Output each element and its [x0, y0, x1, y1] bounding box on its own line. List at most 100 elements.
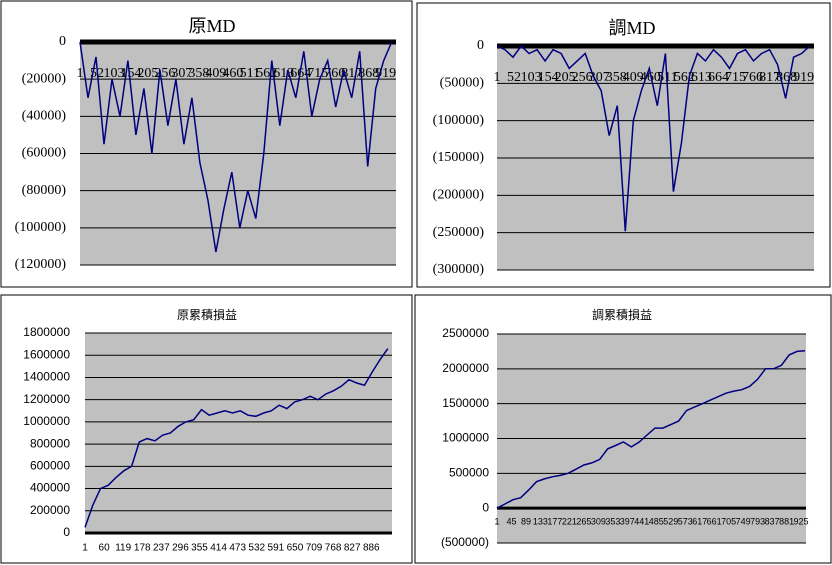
x-tick-label: 353: [605, 517, 620, 527]
chart-title: 原累積損益: [177, 307, 237, 322]
x-tick-label: 103: [521, 70, 542, 85]
x-tick-label: 562: [256, 66, 277, 81]
y-tick-label: (200000): [433, 188, 485, 203]
y-tick-label: (50000): [440, 76, 485, 91]
x-tick-label: 205: [137, 66, 158, 81]
x-tick-label: 709: [306, 543, 323, 554]
x-tick-label: 705: [721, 517, 736, 527]
x-tick-label: 52: [507, 70, 521, 85]
x-tick-label: 532: [248, 543, 265, 554]
x-tick-label: 886: [363, 543, 380, 554]
x-tick-label: 265: [576, 517, 591, 527]
x-tick-label: 749: [736, 517, 751, 527]
chart-title: 原MD: [188, 16, 235, 36]
x-tick-label: 178: [134, 543, 151, 554]
x-tick-label: 650: [287, 543, 304, 554]
chart-title: 調累積損益: [592, 307, 652, 322]
x-tick-label: 296: [172, 543, 189, 554]
x-tick-label: 661: [707, 517, 722, 527]
y-tick-label: (80000): [22, 183, 67, 198]
x-tick-label: 307: [171, 66, 192, 81]
y-tick-label: (40000): [22, 109, 67, 124]
data-line: [496, 44, 811, 232]
x-tick-label: 256: [572, 70, 593, 85]
y-tick-label: 1000000: [23, 414, 70, 428]
x-tick-label: 307: [589, 70, 610, 85]
x-tick-label: 460: [222, 66, 243, 81]
x-tick-label: 409: [623, 70, 644, 85]
x-tick-label: 89: [521, 517, 531, 527]
x-tick-label: 1: [82, 543, 88, 554]
y-tick-label: 500000: [449, 466, 489, 480]
y-tick-label: 2500000: [442, 326, 489, 340]
x-tick-label: 1: [494, 517, 499, 527]
y-tick-label: 800000: [30, 436, 70, 450]
x-tick-label: 613: [691, 70, 712, 85]
x-tick-label: 529: [663, 517, 678, 527]
x-tick-label: 1: [494, 70, 501, 85]
y-tick-label: 1800000: [23, 325, 70, 339]
x-tick-label: 205: [555, 70, 576, 85]
data-line: [79, 41, 393, 253]
x-tick-label: 511: [240, 66, 260, 81]
y-tick-label: (20000): [22, 71, 67, 86]
y-tick-label: 1600000: [23, 347, 70, 361]
y-tick-label: (60000): [22, 146, 67, 161]
y-tick-label: 0: [63, 525, 70, 539]
x-tick-label: 119: [115, 543, 131, 554]
x-tick-label: 768: [325, 543, 342, 554]
y-tick-label: 200000: [30, 503, 70, 517]
x-tick-label: 485: [649, 517, 664, 527]
y-tick-label: 1500000: [442, 396, 489, 410]
x-tick-label: 591: [268, 543, 285, 554]
x-tick-label: 154: [538, 70, 559, 85]
chart-title: 調MD: [608, 18, 655, 38]
y-tick-label: (100000): [15, 220, 67, 235]
x-tick-label: 919: [793, 70, 814, 85]
y-tick-label: 0: [482, 500, 489, 514]
x-tick-label: 358: [606, 70, 627, 85]
x-tick-label: 60: [99, 543, 111, 554]
y-tick-label: 1400000: [23, 370, 70, 384]
x-tick-label: 664: [708, 70, 729, 85]
x-tick-label: 133: [533, 517, 548, 527]
x-tick-label: 473: [229, 543, 246, 554]
x-tick-label: 617: [692, 517, 707, 527]
x-tick-label: 573: [678, 517, 693, 527]
x-tick-label: 793: [750, 517, 765, 527]
x-tick-label: 1: [77, 66, 84, 81]
x-tick-label: 925: [794, 517, 809, 527]
x-tick-label: 817: [759, 70, 780, 85]
x-tick-label: 409: [205, 66, 226, 81]
x-tick-label: 358: [188, 66, 209, 81]
x-tick-label: 613: [273, 66, 294, 81]
x-tick-label: 397: [620, 517, 635, 527]
y-tick-label: (120000): [15, 257, 67, 272]
x-tick-label: 715: [725, 70, 746, 85]
x-tick-label: 221: [562, 517, 577, 527]
y-tick-label: (100000): [433, 113, 485, 128]
y-tick-label: 600000: [30, 459, 70, 473]
x-tick-label: 103: [103, 66, 124, 81]
x-tick-label: 766: [742, 70, 763, 85]
data-line: [84, 348, 389, 528]
x-tick-label: 309: [591, 517, 606, 527]
y-tick-label: (500000): [441, 535, 489, 549]
x-tick-label: 881: [779, 517, 794, 527]
x-tick-label: 414: [210, 543, 227, 554]
y-tick-label: (300000): [433, 262, 485, 277]
y-tick-label: 400000: [30, 481, 70, 495]
x-tick-label: 45: [506, 517, 516, 527]
x-tick-label: 441: [634, 517, 649, 527]
y-tick-label: 0: [59, 34, 66, 49]
y-tick-label: 1200000: [23, 392, 70, 406]
y-tick-label: 0: [477, 38, 484, 53]
data-line: [496, 349, 806, 509]
x-tick-label: 237: [153, 543, 170, 554]
y-tick-label: 1000000: [442, 431, 489, 445]
y-tick-label: (150000): [433, 150, 485, 165]
x-tick-label: 355: [191, 543, 208, 554]
x-tick-label: 827: [344, 543, 361, 554]
x-tick-label: 177: [547, 517, 562, 527]
